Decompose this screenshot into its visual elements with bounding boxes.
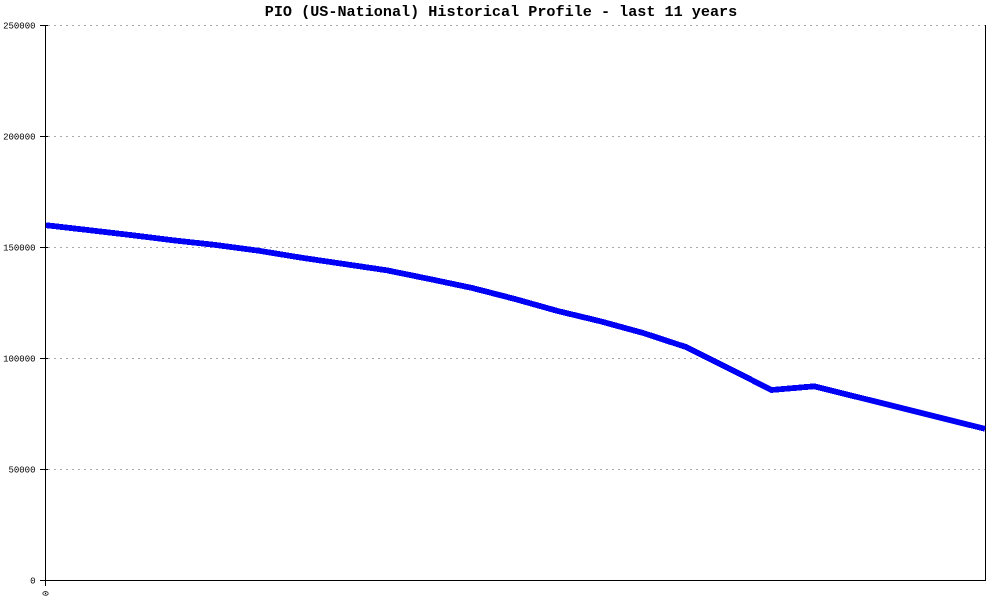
svg-text:0: 0 <box>39 591 49 596</box>
svg-text:0: 0 <box>30 576 35 586</box>
svg-text:100000: 100000 <box>3 354 35 364</box>
svg-text:150000: 150000 <box>3 243 35 253</box>
svg-text:PIO (US-National) Historical P: PIO (US-National) Historical Profile - l… <box>265 3 737 21</box>
svg-text:50000: 50000 <box>8 465 35 475</box>
svg-text:200000: 200000 <box>3 132 35 142</box>
svg-text:250000: 250000 <box>3 21 35 31</box>
